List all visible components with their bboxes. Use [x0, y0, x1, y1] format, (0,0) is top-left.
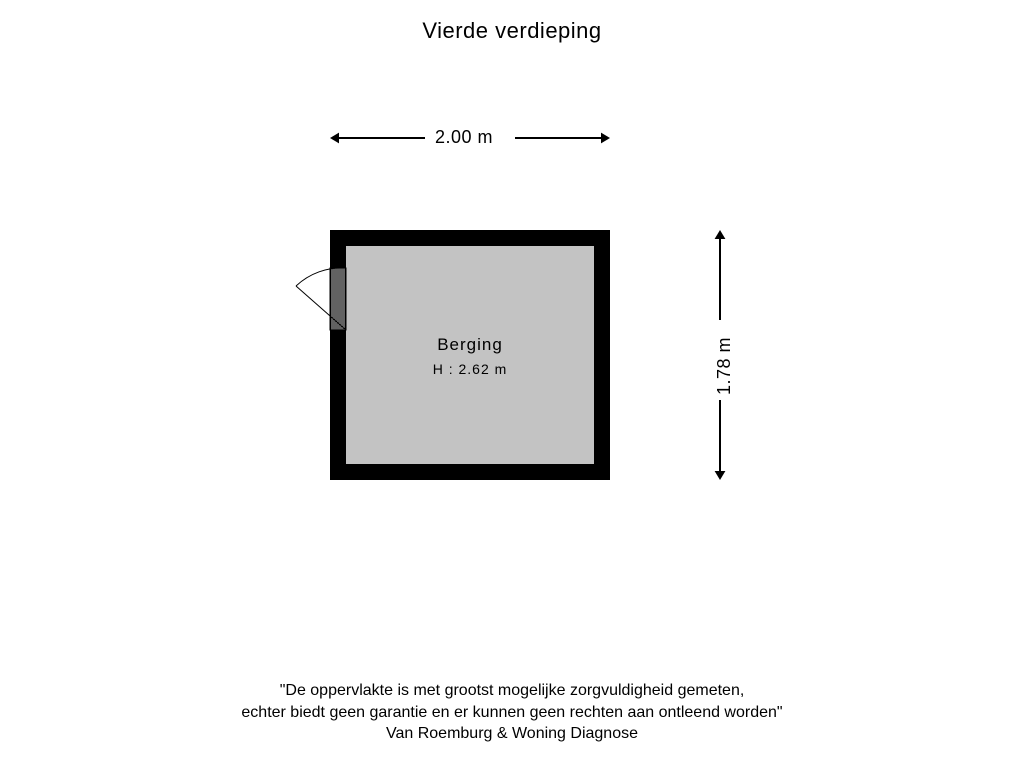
dimension-width-label: 2.00 m — [435, 127, 493, 148]
floorplan-svg — [0, 0, 1024, 768]
dimension-height-label: 1.78 m — [714, 337, 735, 395]
footer-line2: echter biedt geen garantie en er kunnen … — [0, 702, 1024, 724]
room-name: Berging — [420, 335, 520, 355]
footer-line1: "De oppervlakte is met grootst mogelijke… — [0, 680, 1024, 702]
room-height-label: H : 2.62 m — [420, 361, 520, 377]
footer-disclaimer: "De oppervlakte is met grootst mogelijke… — [0, 680, 1024, 745]
footer-line3: Van Roemburg & Woning Diagnose — [0, 723, 1024, 745]
